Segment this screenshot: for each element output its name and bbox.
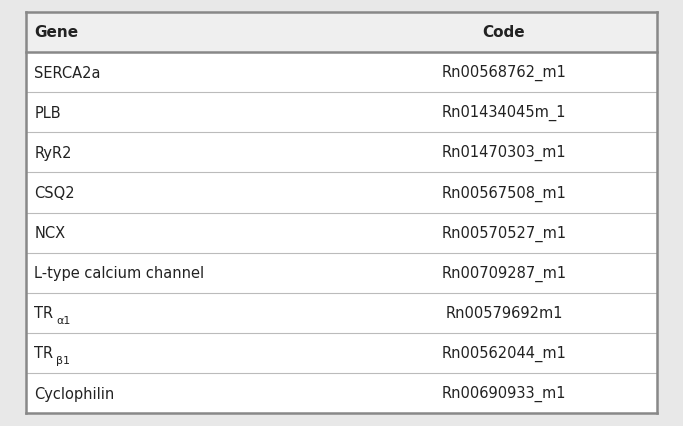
Text: TR: TR <box>34 345 53 361</box>
Text: L-type calcium channel: L-type calcium channel <box>34 265 204 281</box>
Text: CSQ2: CSQ2 <box>34 185 74 201</box>
Text: Rn00570527_m1: Rn00570527_m1 <box>441 225 567 241</box>
Text: Cyclophilin: Cyclophilin <box>34 386 114 401</box>
Text: Rn00567508_m1: Rn00567508_m1 <box>442 185 566 201</box>
Text: Rn00579692m1: Rn00579692m1 <box>445 305 563 321</box>
Text: α1: α1 <box>56 315 70 325</box>
Text: Rn00690933_m1: Rn00690933_m1 <box>442 385 566 401</box>
Text: Rn00562044_m1: Rn00562044_m1 <box>442 345 566 361</box>
Text: Rn00709287_m1: Rn00709287_m1 <box>441 265 567 281</box>
Text: Code: Code <box>483 25 525 40</box>
Bar <box>26 13 657 53</box>
Text: Rn01470303_m1: Rn01470303_m1 <box>442 145 566 161</box>
Text: Gene: Gene <box>34 25 79 40</box>
Text: NCX: NCX <box>34 225 66 241</box>
Text: Rn01434045m_1: Rn01434045m_1 <box>442 105 566 121</box>
Text: PLB: PLB <box>34 105 61 121</box>
Text: β1: β1 <box>56 355 70 366</box>
Text: RyR2: RyR2 <box>34 145 72 161</box>
Text: SERCA2a: SERCA2a <box>34 65 100 81</box>
Text: Rn00568762_m1: Rn00568762_m1 <box>442 65 566 81</box>
Text: TR: TR <box>34 305 53 321</box>
